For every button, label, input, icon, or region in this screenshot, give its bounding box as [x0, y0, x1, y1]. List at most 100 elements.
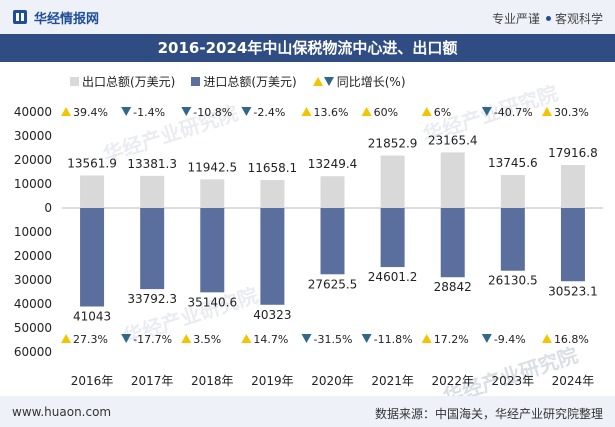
legend: 出口总额(万美元) 进口总额(万美元) 同比增长(%): [70, 73, 422, 90]
legend-export: 出口总额(万美元): [70, 73, 175, 90]
import-growth-down-icon: [121, 334, 132, 343]
export-bar: [560, 164, 585, 208]
footer-bar: [0, 396, 615, 427]
export-growth-down-icon: [181, 107, 192, 116]
import-bar: [440, 208, 465, 278]
export-bar: [260, 180, 285, 208]
export-value-label: 17916.8: [548, 146, 598, 160]
export-growth-up-icon: [421, 107, 432, 116]
legend-growth: 同比增长(%): [312, 73, 406, 90]
export-growth-label: 30.3%: [554, 106, 589, 119]
import-growth-label: 27.3%: [73, 333, 108, 346]
brand-logo-icon: [13, 10, 27, 24]
import-value-label: 27625.5: [308, 277, 358, 291]
y-tick-label: 10000: [14, 225, 52, 239]
import-growth-down-icon: [481, 334, 492, 343]
export-value-label: 23165.4: [428, 133, 478, 147]
export-growth-label: -10.8%: [193, 106, 232, 119]
import-bar: [320, 208, 345, 275]
y-tick-label: 10000: [14, 177, 52, 191]
import-bar: [80, 208, 105, 307]
x-tick-label: 2018年: [191, 374, 234, 388]
x-tick-label: 2021年: [371, 374, 414, 388]
export-value-label: 13249.4: [308, 157, 358, 171]
legend-export-swatch: [70, 77, 79, 86]
brand-name: 华经情报网: [34, 11, 100, 27]
export-bar: [200, 179, 225, 208]
slogan-dot: [545, 16, 551, 21]
import-growth-label: -17.7%: [133, 333, 172, 346]
chart-title: 2016-2024年中山保税物流中心进、出口额: [157, 39, 458, 57]
export-growth-down-icon: [241, 107, 252, 116]
import-value-label: 30523.1: [548, 284, 598, 298]
import-growth-up-icon: [421, 334, 432, 343]
export-growth-label: 6%: [434, 106, 451, 119]
export-bar: [320, 176, 345, 208]
x-tick-label: 2019年: [251, 374, 294, 388]
export-growth-label: -1.4%: [133, 106, 165, 119]
import-bar: [140, 208, 165, 290]
import-growth-label: 16.8%: [554, 333, 589, 346]
export-bar: [380, 155, 405, 208]
import-growth-up-icon: [241, 334, 252, 343]
legend-export-label: 出口总额(万美元): [82, 75, 176, 89]
legend-up-icon: [312, 77, 323, 86]
export-value-label: 13381.3: [127, 157, 177, 171]
y-tick-label: 0: [44, 201, 52, 215]
import-growth-label: -31.5%: [314, 333, 353, 346]
y-tick-label: 50000: [14, 321, 52, 335]
export-growth-up-icon: [541, 107, 552, 116]
y-tick-label: 40000: [14, 105, 52, 119]
export-bar: [140, 175, 165, 208]
import-bar: [200, 208, 225, 293]
export-growth-down-icon: [121, 107, 132, 116]
import-value-label: 24601.2: [368, 270, 418, 284]
import-bar: [380, 208, 405, 268]
title-band: [0, 34, 615, 62]
legend-import-label: 进口总额(万美元): [203, 75, 297, 89]
export-growth-label: 39.4%: [73, 106, 108, 119]
y-tick-label: 20000: [14, 153, 52, 167]
import-growth-up-icon: [61, 334, 72, 343]
export-bar: [80, 175, 105, 208]
footer-source: 数据来源：中国海关，华经产业研究院整理: [374, 407, 603, 421]
x-tick-label: 2024年: [552, 374, 595, 388]
export-bar: [440, 152, 465, 208]
export-value-label: 11658.1: [248, 161, 298, 175]
slogan: 专业严谨 客观科学: [492, 10, 603, 27]
import-growth-label: 3.5%: [193, 333, 221, 346]
import-bar: [500, 208, 525, 271]
export-bar: [500, 175, 525, 208]
export-growth-label: 60%: [374, 106, 398, 119]
import-growth-up-icon: [181, 334, 192, 343]
import-growth-label: 17.2%: [434, 333, 469, 346]
y-tick-label: 60000: [14, 345, 52, 359]
y-tick-label: 30000: [14, 273, 52, 287]
export-value-label: 11942.5: [187, 160, 237, 174]
import-value-label: 35140.6: [187, 295, 237, 309]
import-bar: [560, 208, 585, 282]
export-value-label: 13561.9: [67, 156, 117, 170]
footer-website[interactable]: www.huaon.com: [12, 405, 112, 419]
y-tick-label: 40000: [14, 297, 52, 311]
export-growth-up-icon: [301, 107, 312, 116]
export-growth-up-icon: [61, 107, 72, 116]
legend-import: 进口总额(万美元): [191, 73, 297, 90]
import-growth-down-icon: [301, 334, 312, 343]
import-growth-label: -11.8%: [374, 333, 413, 346]
export-growth-down-icon: [481, 107, 492, 116]
export-growth-up-icon: [361, 107, 372, 116]
slogan-1: 专业严谨: [491, 12, 540, 26]
export-value-label: 21852.9: [368, 137, 418, 151]
x-tick-label: 2023年: [492, 374, 535, 388]
y-tick-label: 20000: [14, 249, 52, 263]
brand-logo[interactable]: 华经情报网: [12, 8, 100, 27]
export-growth-label: -2.4%: [253, 106, 285, 119]
import-growth-up-icon: [541, 334, 552, 343]
slogan-2: 客观科学: [554, 12, 603, 26]
export-growth-label: 13.6%: [314, 106, 349, 119]
x-tick-label: 2016年: [71, 374, 114, 388]
import-value-label: 33792.3: [127, 292, 177, 306]
import-value-label: 40323: [253, 308, 291, 322]
